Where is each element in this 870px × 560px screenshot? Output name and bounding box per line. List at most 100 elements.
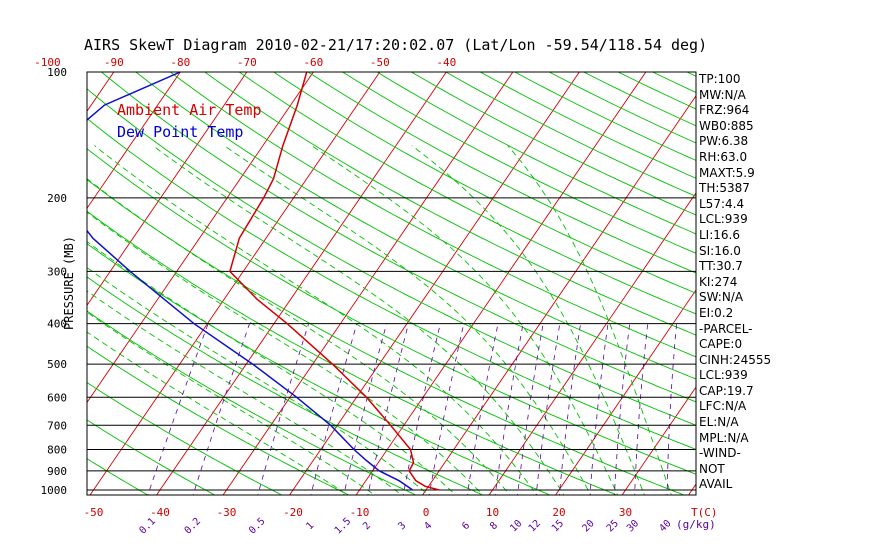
dry-adiabat-line [513,72,696,161]
dry-adiabat-line [238,72,696,315]
mixing-ratio-label: 1 [304,520,316,532]
dry-adiabat-line [87,381,283,495]
mixing-ratio-line [614,323,631,495]
chart-title: AIRS SkewT Diagram 2010-02-21/17:20:02.0… [84,36,708,54]
bottom-temp-tick-label: -10 [350,506,370,519]
moist-adiabat-line [411,145,645,495]
dry-adiabat-lines [87,63,870,499]
index-item: CAPE:0 [699,337,743,352]
isotherm-line [87,72,248,307]
mixing-ratio-line [257,323,309,495]
mixing-ratio-label: 25 [605,518,621,534]
pressure-tick-label: 600 [47,391,67,404]
dry-adiabat-line [87,117,696,450]
top-temp-tick-label: -90 [104,56,124,69]
index-item: TP:100 [699,72,741,86]
bottom-temp-tick-label: -20 [283,506,303,519]
isotherm-line [87,72,181,210]
index-item: MW:N/A [699,87,746,102]
axis-tick-labels: 1002003004005006007008009001000-120-110-… [34,56,674,537]
legend-dew-point-temp: Dew Point Temp [117,123,244,141]
dry-adiabat-line [87,276,484,495]
mixing-ratio-line [310,323,358,495]
top-temp-tick-label: -60 [303,56,323,69]
mixing-ratio-line [343,323,387,495]
legend-ambient-air-temp: Ambient Air Temp [117,101,262,119]
pressure-tick-label: 400 [47,318,67,331]
index-item: CAP:19.7 [699,383,754,398]
isotherm-line [355,72,647,495]
moist-adiabat-line [87,211,484,495]
index-item: L57:4.4 [699,196,745,211]
mixing-ratio-label: 6 [460,520,472,532]
index-item: EI:0.2 [699,305,734,320]
index-item: PW:6.38 [699,134,749,149]
x-axis-unit: T(C) [691,506,718,519]
index-item: TH:5387 [699,181,750,196]
moist-adiabat-lines [87,145,672,495]
isotherm-line [621,386,696,495]
dry-adiabat-line [87,458,149,495]
mixing-ratio-label: 2 [361,520,373,532]
index-item: EL:N/A [699,415,739,430]
mixing-ratio-line [367,323,409,495]
index-item: TT:30.7 [699,259,743,274]
index-item: LCL:939 [699,368,748,383]
dry-adiabat-line [837,63,870,499]
bottom-temp-tick-label: 10 [486,506,499,519]
pressure-tick-label: 700 [47,419,67,432]
index-item: NOT [699,461,725,476]
top-temp-tick-label: -100 [34,56,61,69]
mixing-ratio-label: 1.5 [333,516,354,537]
isotherm-line [422,95,696,495]
sounding-profiles [87,72,440,491]
bottom-temp-tick-label: -40 [150,506,170,519]
isotherm-line [222,72,514,495]
dry-adiabat-line [87,148,696,475]
pressure-tick-label: 300 [47,265,67,278]
pressure-tick-label: 500 [47,358,67,371]
isotherm-lines [0,63,696,501]
mixing-ratio-line [192,323,250,495]
dry-adiabat-line [87,179,686,495]
dry-adiabat-line [87,345,350,495]
mixing-ratio-label: 15 [550,518,566,534]
dry-adiabat-line [87,419,216,495]
bottom-temp-tick-label: -50 [84,506,104,519]
dewpoint-profile-line [87,72,414,491]
index-item: SW:N/A [699,290,744,305]
isotherm-line [89,72,381,495]
pressure-tick-label: 100 [47,66,67,79]
pressure-tick-label: 1000 [41,484,68,497]
dry-adiabat-line [307,72,696,274]
mixing-ratio-line [666,323,677,495]
isotherm-line [0,63,54,501]
dry-adiabat-line [135,72,696,380]
temperature-profile-line [229,72,440,491]
mixing-ratio-line [517,323,544,495]
index-item: CINH:24555 [699,352,772,367]
dry-adiabat-line [204,72,696,336]
mixing-ratio-label: 0.1 [137,516,158,537]
mixing-ratio-line [466,323,499,495]
pressure-tick-label: 800 [47,443,67,456]
mixing-ratio-label: 20 [580,518,596,534]
index-item: AVAIL [699,477,733,492]
y-axis-label: PRESSURE (MB) [62,236,76,330]
dry-adiabat-line [444,72,696,197]
pressure-tick-label: 900 [47,465,67,478]
dry-adiabat-line [410,72,696,216]
index-item: SI:16.0 [699,243,741,258]
bottom-temp-tick-label: -30 [217,506,237,519]
bottom-temp-tick-label: 20 [552,506,565,519]
dry-adiabat-line [341,72,696,254]
mixing-ratio-line [558,323,581,495]
mixing-ratio-line [634,323,649,495]
index-item: MPL:N/A [699,430,749,445]
mixing-ratio-line [428,323,465,495]
mixing-ratio-line [589,323,609,495]
bottom-temp-tick-label: 0 [423,506,430,519]
index-item: LI:16.6 [699,227,740,242]
mixing-ratio-label: 3 [396,520,408,532]
